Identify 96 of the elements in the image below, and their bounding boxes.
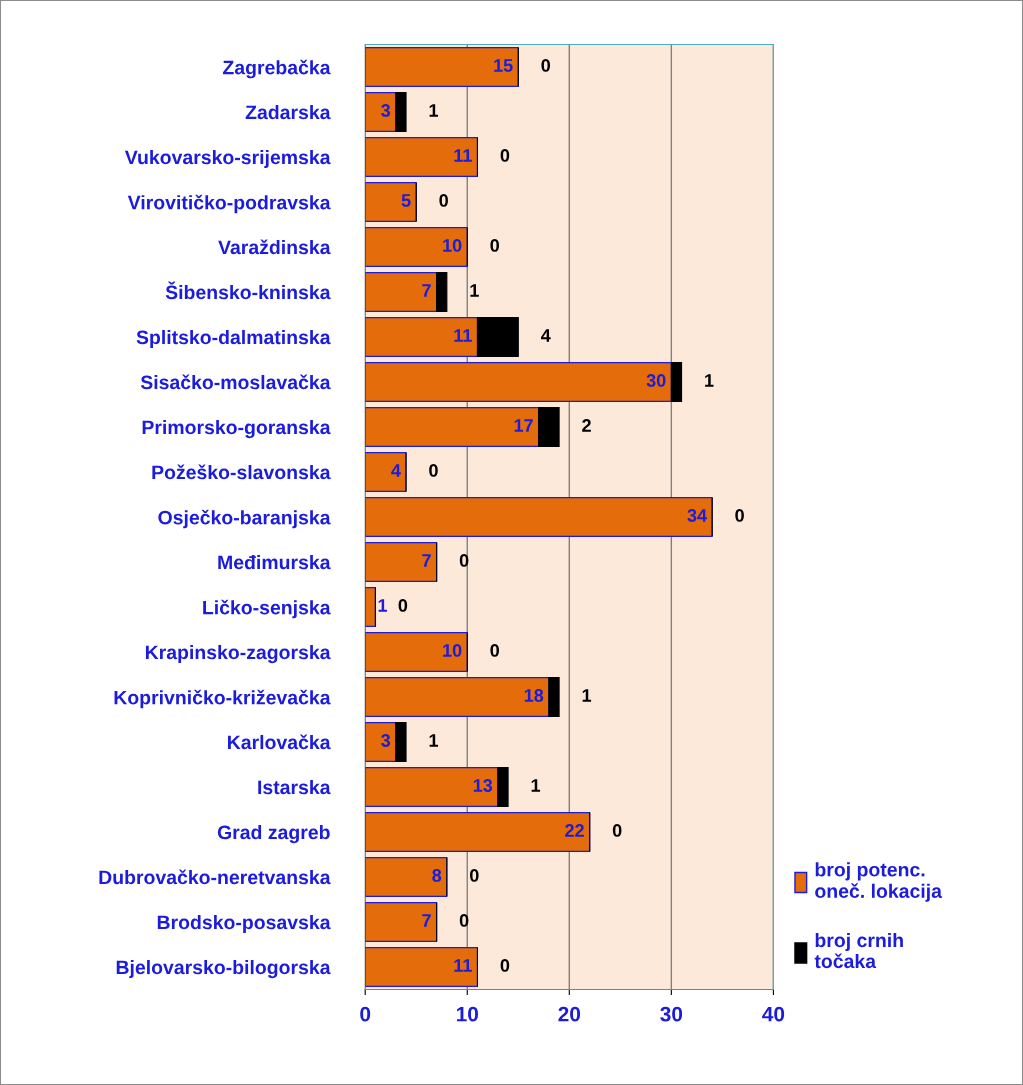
y-tick-label: Virovitičko-podravska	[127, 194, 331, 214]
data-label: 3	[381, 734, 391, 747]
y-tick-label: Zadarska	[245, 104, 331, 120]
bar	[365, 902, 438, 942]
bar	[365, 407, 540, 447]
x-tick-label: 30	[660, 1006, 683, 1022]
y-tick-label: Zagrebačka	[222, 59, 331, 79]
data-label: 0	[429, 464, 438, 477]
y-tick-label: Splitsko-dalmatinska	[136, 329, 331, 349]
bar	[436, 272, 448, 312]
data-label: 0	[500, 149, 510, 162]
y-tick-label: Karlovačka	[228, 734, 331, 750]
bar	[365, 767, 499, 807]
y-tick-label: Istarska	[258, 779, 331, 795]
data-label: 0	[470, 869, 479, 882]
data-label: 2	[582, 419, 591, 432]
bar	[365, 677, 550, 717]
data-label: 17	[514, 419, 533, 432]
data-label: 7	[422, 284, 431, 297]
x-tick-label: 10	[456, 1006, 478, 1022]
x-tick-label: 0	[360, 1006, 371, 1022]
data-label: 0	[490, 239, 500, 252]
data-label: 7	[422, 914, 431, 927]
y-tick-label: Vukovarsko-srijemska	[124, 149, 331, 169]
bar	[670, 362, 683, 402]
y-tick-label: Brodsko-posavska	[157, 914, 331, 934]
data-label: 11	[454, 959, 472, 972]
bar	[497, 767, 509, 807]
data-label: 0	[735, 509, 744, 522]
data-label: 0	[612, 824, 622, 837]
data-label: 3	[381, 104, 391, 117]
data-label: 1	[470, 284, 479, 297]
bar	[365, 857, 448, 897]
data-label: 8	[432, 869, 442, 882]
y-tick-label: Bjelovarsko-bilogorska	[116, 959, 331, 979]
data-label: 0	[490, 644, 500, 657]
data-label: 4	[391, 464, 401, 477]
data-label: 1	[705, 374, 714, 387]
data-label: 5	[401, 194, 411, 207]
data-label: 1	[429, 104, 439, 117]
bar	[476, 317, 519, 357]
data-label: 10	[443, 644, 462, 657]
data-label: 1	[582, 689, 592, 702]
bar	[365, 947, 479, 987]
bar	[395, 722, 407, 762]
bar	[365, 272, 438, 312]
y-tick-label: Sisačko-moslavačka	[140, 374, 331, 390]
bar	[365, 452, 407, 492]
bar	[538, 407, 560, 447]
data-label: 1	[531, 779, 541, 792]
y-tick-label: Ličko-senjska	[203, 599, 331, 619]
data-label: 7	[422, 554, 431, 567]
data-label: 18	[524, 689, 544, 702]
y-tick-label: Dubrovačko-neretvanska	[99, 869, 331, 885]
data-label: 0	[500, 959, 510, 972]
data-label: 1	[429, 734, 439, 747]
bar	[365, 632, 468, 672]
data-label: 0	[459, 914, 469, 927]
data-label: 0	[459, 554, 469, 567]
y-tick-label: Požeško-slavonska	[152, 464, 331, 480]
bar	[365, 227, 468, 267]
y-tick-label: Osječko-baranjska	[158, 509, 331, 529]
legend-label: broj potenc. oneč. lokacija	[815, 862, 943, 902]
bar	[365, 47, 519, 87]
x-tick-label: 20	[558, 1006, 581, 1022]
bar	[365, 317, 479, 357]
data-label: 1	[378, 599, 387, 612]
data-label: 11	[454, 329, 472, 342]
y-tick-label: Krapinsko-zagorska	[145, 644, 331, 664]
data-label: 10	[443, 239, 462, 252]
y-tick-label: Međimurska	[218, 554, 331, 570]
bar	[395, 92, 407, 132]
data-label: 4	[541, 329, 551, 342]
data-label: 34	[687, 509, 707, 522]
data-label: 0	[398, 599, 408, 612]
y-tick-label: Primorsko-goranska	[142, 419, 331, 439]
y-tick-label: Šibensko-kninska	[165, 281, 331, 300]
x-tick-label: 40	[762, 1006, 785, 1022]
bar	[365, 812, 591, 852]
data-label: 13	[473, 779, 493, 792]
y-tick-label: Grad zagreb	[217, 824, 330, 844]
bar	[365, 137, 479, 177]
data-label: 0	[541, 59, 551, 72]
bar	[548, 677, 560, 717]
data-label: 11	[454, 149, 472, 162]
y-tick-label: Koprivničko-križevačka	[114, 689, 331, 709]
data-label: 15	[494, 59, 513, 72]
bar	[365, 542, 438, 582]
data-label: 22	[565, 824, 584, 837]
data-label: 0	[439, 194, 448, 207]
bar	[365, 362, 672, 402]
legend-label: broj crnih točaka	[814, 932, 903, 969]
y-tick-label: Varaždinska	[218, 239, 331, 255]
bar	[365, 497, 713, 537]
data-label: 30	[646, 374, 666, 387]
bar	[365, 182, 417, 222]
